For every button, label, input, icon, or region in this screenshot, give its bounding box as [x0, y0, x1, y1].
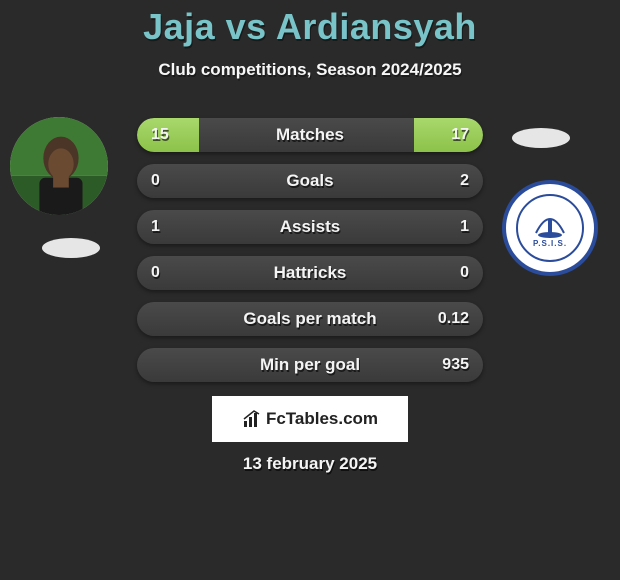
- player-right-ellipse: [512, 128, 570, 148]
- stat-label: Min per goal: [137, 355, 483, 375]
- footer-badge[interactable]: FcTables.com: [212, 396, 408, 442]
- bar-fill-right: [414, 118, 483, 152]
- page-subtitle: Club competitions, Season 2024/2025: [0, 60, 620, 80]
- stat-bar-row: 0Goals2: [137, 164, 483, 198]
- stat-value-right: 0.12: [438, 310, 469, 328]
- stat-value-right: 1: [460, 218, 469, 236]
- chart-icon: [242, 409, 262, 429]
- stat-bar-row: 0Hattricks0: [137, 256, 483, 290]
- stats-bars-area: 15Matches170Goals21Assists10Hattricks0Go…: [137, 118, 483, 394]
- stat-label: Assists: [137, 217, 483, 237]
- stat-bar-row: Min per goal935: [137, 348, 483, 382]
- stat-value-right: 0: [460, 264, 469, 282]
- stat-value-left: 15: [151, 126, 169, 144]
- infographic-container: Jaja vs Ardiansyah Club competitions, Se…: [0, 0, 620, 580]
- stat-value-left: 1: [151, 218, 160, 236]
- stat-value-left: 0: [151, 264, 160, 282]
- stat-bar-row: Goals per match0.12: [137, 302, 483, 336]
- stat-bar-row: 15Matches17: [137, 118, 483, 152]
- stat-label: Goals per match: [137, 309, 483, 329]
- player-left-ellipse: [42, 238, 100, 258]
- stat-value-right: 2: [460, 172, 469, 190]
- player-right-club-badge: P.S.I.S.: [502, 180, 598, 276]
- footer-label: FcTables.com: [266, 409, 378, 429]
- stat-value-left: 0: [151, 172, 160, 190]
- date-text: 13 february 2025: [243, 454, 377, 474]
- stat-bar-row: 1Assists1: [137, 210, 483, 244]
- stat-label: Goals: [137, 171, 483, 191]
- player-left-avatar: [10, 117, 108, 215]
- page-title: Jaja vs Ardiansyah: [0, 0, 620, 48]
- stat-value-right: 17: [451, 126, 469, 144]
- club-logo-text: P.S.I.S.: [533, 239, 567, 248]
- stat-value-right: 935: [442, 356, 469, 374]
- stat-label: Hattricks: [137, 263, 483, 283]
